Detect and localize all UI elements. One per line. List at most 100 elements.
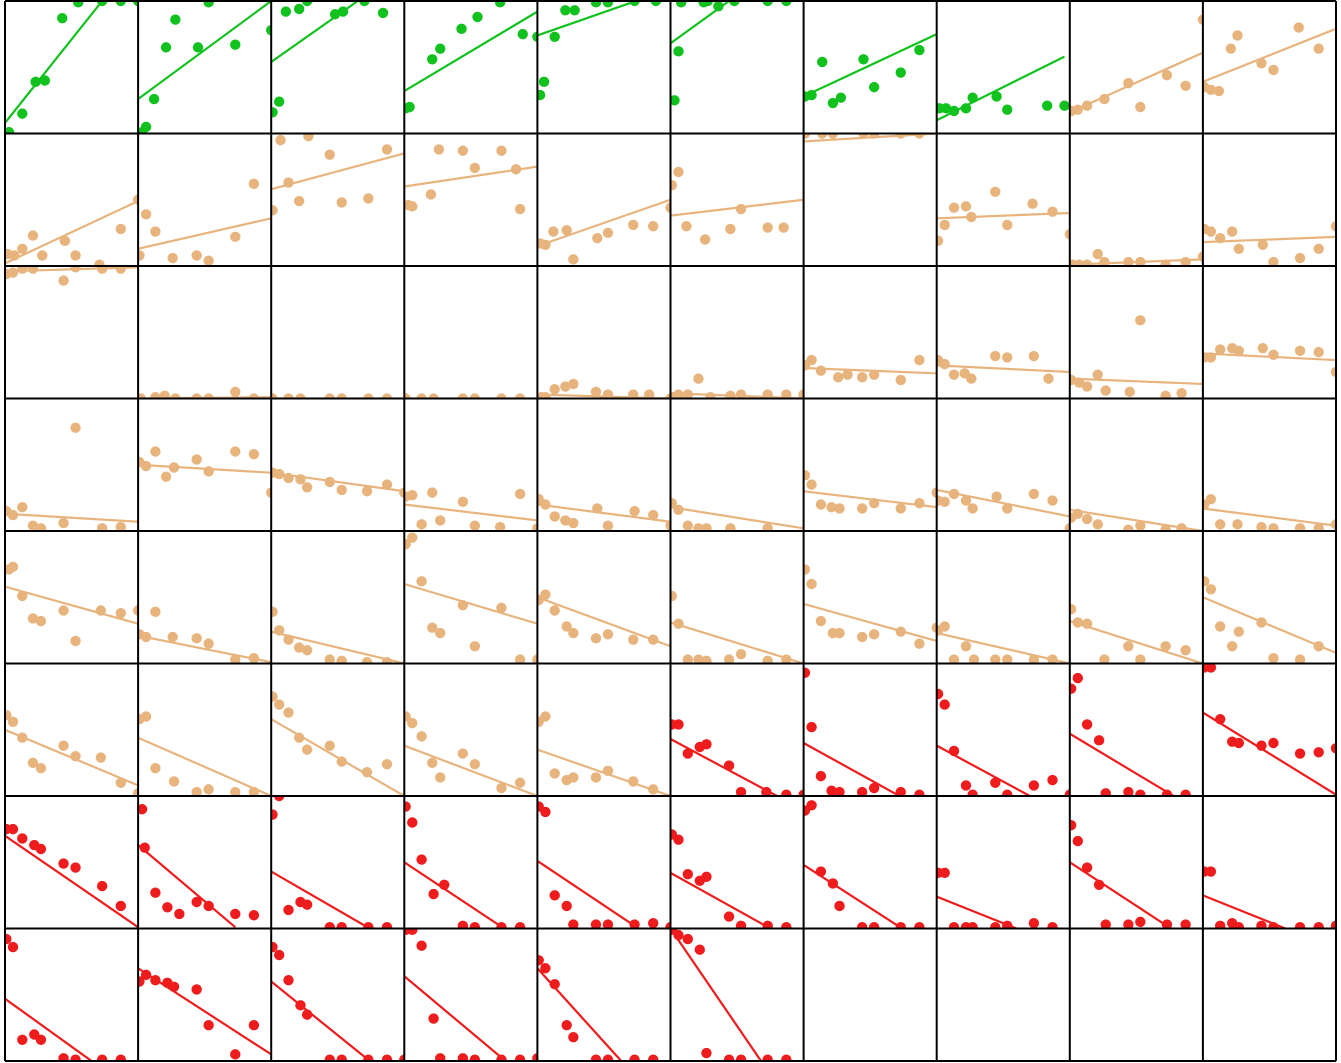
data-point [293,3,305,15]
data-point [425,189,437,200]
panel-plot-area [5,933,126,1061]
data-point [283,472,294,484]
data-point [590,919,602,929]
data-point [70,422,81,433]
data-point [329,9,341,20]
data-point [168,776,180,787]
data-point [1123,77,1134,89]
panel-plot-area [1202,866,1337,929]
data-point [1041,100,1053,111]
data-point [991,91,1002,102]
data-point [230,786,241,796]
data-point [895,133,906,139]
data-point [27,266,39,274]
data-point [132,788,139,796]
trend-line [5,834,139,929]
data-point [295,1000,306,1011]
data-point [1294,654,1306,664]
data-point [9,250,20,261]
data-point [694,944,705,955]
data-point [939,699,950,710]
data-point [803,133,811,139]
panel-46 [670,590,804,664]
data-point [693,654,704,664]
data-point [1232,519,1243,530]
data-point [138,393,146,399]
data-point [469,1054,481,1061]
data-point [248,653,260,664]
trend-line [138,736,272,796]
panel-plot-area [803,33,937,109]
data-point [1092,369,1103,380]
panel-plot-area [138,386,272,399]
data-point [324,149,335,160]
data-point [549,768,560,779]
data-point [560,5,571,16]
data-point [457,1053,469,1061]
panel-plot-area [1202,221,1337,266]
data-point [494,521,506,531]
data-point [856,921,868,929]
data-point [96,880,108,892]
data-point [1064,229,1070,240]
data-point [39,75,51,86]
data-point [568,378,579,390]
data-point [283,974,294,986]
data-point [469,520,481,531]
data-point [628,634,639,645]
panel-plot-area [1202,576,1337,664]
panel-15 [537,198,671,265]
panel-plot-area [670,373,804,399]
data-point [629,1,640,7]
data-point [1073,377,1085,388]
data-point [914,789,925,796]
data-point [895,626,906,637]
panel-66 [670,829,792,929]
data-point [815,365,827,376]
panel-plot-area [537,494,671,531]
data-point [416,576,427,587]
data-point [966,373,977,384]
trend-line [1202,27,1337,83]
data-point [191,984,202,995]
data-point [203,466,214,477]
data-point [701,523,712,531]
data-point [1205,663,1217,673]
data-point [230,446,241,457]
data-point [1069,603,1077,615]
data-point [960,201,972,212]
data-point [568,627,579,639]
data-point [868,369,880,380]
data-point [1215,519,1226,530]
panel-plot-area [936,688,1070,796]
data-point [1072,508,1083,519]
data-point [990,186,1001,197]
data-point [856,503,868,514]
trend-line [537,198,671,248]
data-point [895,67,906,78]
data-point [95,752,107,763]
data-point [70,266,81,273]
data-point [27,520,39,531]
data-point [806,479,817,490]
data-point [670,179,678,191]
data-point [399,487,405,498]
data-point [336,756,347,767]
data-point [827,97,839,109]
data-point [833,372,844,383]
data-point [762,655,773,664]
panel-plot-area [138,606,272,664]
panel-24 [404,393,538,399]
data-point [1043,373,1054,384]
data-point [280,6,292,17]
panel-plot-area [5,709,139,796]
data-point [705,391,716,399]
data-point [17,501,28,513]
trend-line [271,471,405,493]
data-point [496,921,507,929]
data-point [427,487,438,498]
panel-plot-area [404,532,538,664]
data-point [457,496,469,508]
data-point [644,389,655,399]
data-point [138,250,145,261]
